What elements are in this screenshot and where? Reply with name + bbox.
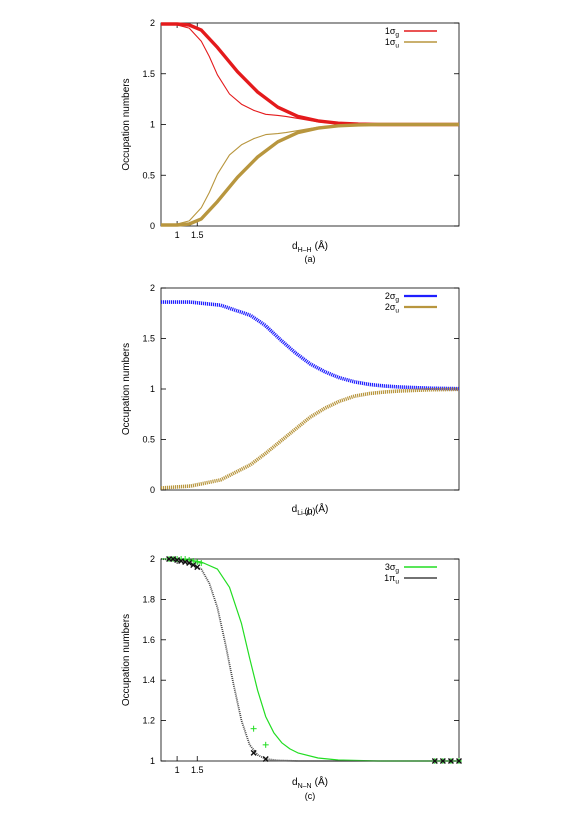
data-point-marker xyxy=(456,758,462,764)
legend-subscript: u xyxy=(395,308,399,315)
cross-marker xyxy=(250,749,257,756)
plot-frame xyxy=(160,558,460,762)
y-tick-label: 1 xyxy=(150,120,155,130)
x-axis-label: dLi–Li (Å) xyxy=(292,502,329,517)
data-point-marker xyxy=(262,755,269,762)
cross-marker xyxy=(262,755,269,762)
legend-symbol: 3σ xyxy=(385,562,396,572)
cross-marker xyxy=(439,758,446,764)
series-line-u-1 xyxy=(160,387,460,490)
x-axis-label-sub: Li–Li xyxy=(297,510,312,517)
x-axis-label-main: d xyxy=(292,504,298,515)
data-point-marker xyxy=(174,557,181,564)
y-tick-label: 1.4 xyxy=(142,675,155,685)
x-axis-label: dN–N (Å) xyxy=(292,775,328,790)
y-tick-label: 1 xyxy=(150,756,155,766)
caption: (c) xyxy=(305,791,316,801)
cross-marker xyxy=(194,564,201,571)
caption: (b) xyxy=(305,506,316,516)
y-tick-label: 0.5 xyxy=(142,435,155,445)
data-point-marker xyxy=(198,560,205,567)
x-axis-label-sub: H–H xyxy=(298,247,312,254)
x-tick-label: 1 xyxy=(175,765,180,775)
legend-subscript: g xyxy=(395,297,399,304)
chart-b: 0 0.5 1 1.5 2 Occupation numbers dLi–Li (Å)(b) 2… xyxy=(121,283,460,517)
x-tick-label: 1.5 xyxy=(191,230,204,240)
x-axis-label: dH–H (Å) xyxy=(292,239,328,254)
legend-label: 2σu xyxy=(385,302,400,315)
legend-subscript: u xyxy=(395,43,399,50)
legend-symbol: 1σ xyxy=(385,26,396,36)
caption: (a) xyxy=(305,254,316,264)
y-tick-label: 0.5 xyxy=(142,170,155,180)
y-tick-label: 1.6 xyxy=(142,635,155,645)
x-axis-label-unit: (Å) xyxy=(315,775,328,788)
series-line-g-1 xyxy=(160,23,459,126)
y-tick-label: 1.2 xyxy=(142,716,155,726)
cross-marker xyxy=(190,562,197,569)
x-tick-label: 1.5 xyxy=(191,765,204,775)
data-point-marker xyxy=(170,556,177,562)
data-point-marker xyxy=(182,559,189,566)
cross-marker xyxy=(447,758,454,764)
y-axis-label: Occupation numbers xyxy=(121,78,132,170)
legend-label: 1πu xyxy=(384,573,399,586)
legend-symbol: 1σ xyxy=(385,37,396,47)
data-point-marker xyxy=(186,560,193,567)
y-tick-label: 2 xyxy=(150,554,155,564)
series-line-u-3 xyxy=(160,123,459,226)
x-axis-label-main: d xyxy=(292,777,298,788)
cross-marker xyxy=(170,556,177,562)
chart-c: 1 1.2 1.4 1.6 1.8 2 1 1.5 Occupation numbers dN–N… xyxy=(121,554,462,801)
cross-marker xyxy=(178,558,185,565)
x-axis-label-main: d xyxy=(292,241,298,252)
x-tick-label: 1 xyxy=(175,230,180,240)
data-point-marker xyxy=(439,758,446,764)
legend-subscript: g xyxy=(395,568,399,575)
x-axis-label-unit: (Å) xyxy=(315,239,328,252)
data-point-marker xyxy=(194,559,201,566)
data-point-marker xyxy=(447,758,454,764)
cross-marker xyxy=(186,560,193,567)
legend-label: 1σg xyxy=(385,26,400,39)
y-tick-label: 2 xyxy=(150,18,155,28)
legend-subscript: u xyxy=(395,579,399,586)
series-line-g-0 xyxy=(161,22,459,127)
series-line-g-0 xyxy=(161,558,459,762)
y-tick-label: 1 xyxy=(150,384,155,394)
legend-label: 2σg xyxy=(385,291,400,304)
y-tick-label: 0 xyxy=(150,485,155,495)
series-line-g-0 xyxy=(161,300,460,391)
data-point-marker xyxy=(194,564,201,571)
series-line-u-1 xyxy=(160,558,459,762)
legend-symbol: 1π xyxy=(384,573,395,583)
y-tick-label: 1.5 xyxy=(142,334,155,344)
data-point-marker xyxy=(431,758,438,764)
x-axis-label-unit: (Å) xyxy=(315,502,328,515)
y-tick-label: 2 xyxy=(150,283,155,293)
y-axis-label: Occupation numbers xyxy=(121,343,132,435)
data-point-marker xyxy=(250,749,257,756)
y-axis-label: Occupation numbers xyxy=(121,614,132,706)
legend-symbol: 2σ xyxy=(385,291,396,301)
data-point-marker xyxy=(178,558,185,565)
legend-label: 1σu xyxy=(385,37,400,50)
legend-subscript: g xyxy=(395,32,399,39)
data-point-marker xyxy=(250,725,257,732)
x-axis-label-sub: N–N xyxy=(298,783,312,790)
cross-marker xyxy=(182,559,189,566)
data-point-marker xyxy=(262,741,269,748)
y-tick-label: 1.8 xyxy=(142,594,155,604)
legend-symbol: 2σ xyxy=(385,302,396,312)
series-line-u-2 xyxy=(161,122,459,227)
data-point-marker xyxy=(190,562,197,569)
legend-label: 3σg xyxy=(385,562,400,575)
cross-marker xyxy=(431,758,438,764)
cross-marker xyxy=(174,557,181,564)
cross-marker xyxy=(456,758,462,764)
y-tick-label: 1.5 xyxy=(142,69,155,79)
y-tick-label: 0 xyxy=(150,221,155,231)
